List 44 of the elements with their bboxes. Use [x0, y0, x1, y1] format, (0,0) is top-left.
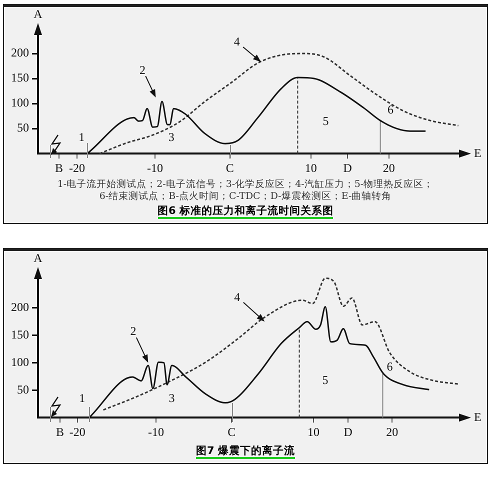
annotation: 1: [79, 391, 86, 406]
annotation: 6: [386, 359, 393, 374]
annotation: 1: [78, 130, 85, 144]
annotation: 4: [234, 290, 240, 304]
annotation: 3: [168, 130, 174, 144]
text: 图6 标准的压力和离子流时间关系图: [158, 205, 334, 219]
text: 1-电子流开始测试点；2-电子流信号；3-化学反应区；4-汽缸压力；5-物理热反应区；: [56, 179, 435, 191]
x-axis-title: E: [474, 146, 482, 160]
annotation: 2: [130, 324, 136, 338]
x-axis-title: E: [474, 410, 482, 424]
annotation: 6: [387, 102, 394, 117]
y-tick-label: 150: [11, 70, 29, 85]
x-tick-label: -10: [148, 424, 164, 439]
annotation: 5: [322, 373, 328, 388]
x-tick-label: -20: [68, 160, 85, 175]
y-tick-label: 200: [11, 46, 29, 60]
line-series: [98, 52, 460, 154]
annotation: 3: [168, 391, 175, 406]
y-tick-label: 150: [11, 327, 29, 342]
y-axis-title: A: [34, 7, 43, 22]
x-tick-label: -20: [69, 424, 86, 439]
x-tick-label: C: [226, 160, 234, 175]
x-tick-label: D: [344, 424, 353, 439]
text: 6-结束测试点；B-点火时间；C-TDC；D-爆震检测区；E-曲轴转角: [98, 191, 393, 203]
y-tick-label: 100: [11, 354, 29, 369]
line-series: [102, 278, 460, 411]
annotation: 4: [234, 34, 240, 49]
x-tick-label: 10: [304, 160, 317, 175]
x-tick-label: B: [55, 160, 64, 175]
y-tick-label: 50: [17, 382, 29, 396]
annotation: 2: [139, 63, 146, 78]
annotation: 5: [322, 114, 329, 128]
x-tick-label: D: [343, 160, 352, 175]
y-tick-label: 200: [11, 300, 29, 314]
y-axis-title: A: [34, 251, 43, 266]
text: 图7 爆震下的离子流: [196, 445, 295, 459]
x-tick-label: 20: [382, 160, 395, 175]
y-tick-label: 100: [11, 96, 29, 110]
y-tick-label: 50: [17, 120, 29, 135]
x-tick-label: -10: [146, 160, 163, 175]
x-tick-label: C: [228, 424, 236, 439]
x-tick-label: B: [56, 424, 64, 439]
x-tick-label: 10: [307, 424, 320, 439]
x-tick-label: 20: [386, 424, 398, 439]
